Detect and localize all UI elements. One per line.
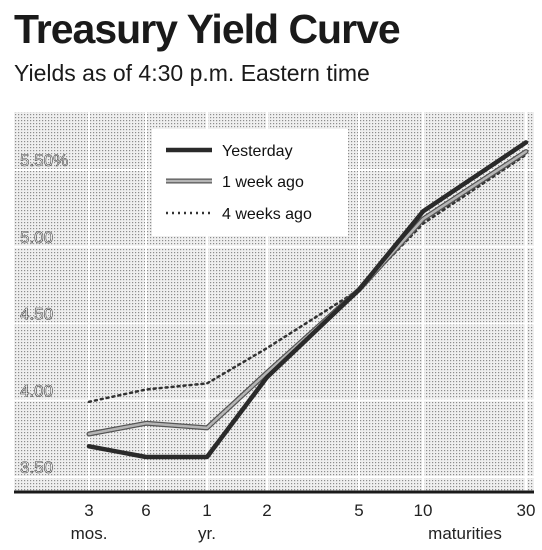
legend-label: 4 weeks ago	[222, 206, 312, 223]
legend-label: Yesterday	[222, 143, 293, 160]
x-tick-sublabel: mos.	[71, 524, 108, 543]
y-tick-label: 3.50	[20, 458, 53, 477]
y-tick-label: 5.00	[20, 228, 53, 247]
y-tick-label: 4.50	[20, 305, 53, 324]
x-tick-label: 10	[414, 501, 433, 520]
y-tick-label: 4.00	[20, 381, 53, 400]
x-tick-label: 5	[354, 501, 363, 520]
legend-label: 1 week ago	[222, 174, 304, 191]
x-tick-label: 30	[517, 501, 536, 520]
x-tick-label: 1	[202, 501, 211, 520]
legend: Yesterday 1 week ago 4 weeks ago	[152, 129, 348, 236]
x-tick-sublabel: yr.	[198, 524, 216, 543]
y-tick-label: 5.50%	[20, 151, 68, 170]
x-tick-label: 2	[262, 501, 271, 520]
x-tick-label: 3	[84, 501, 93, 520]
x-tick-sublabel: maturities	[428, 524, 502, 543]
x-tick-label: 6	[141, 501, 150, 520]
